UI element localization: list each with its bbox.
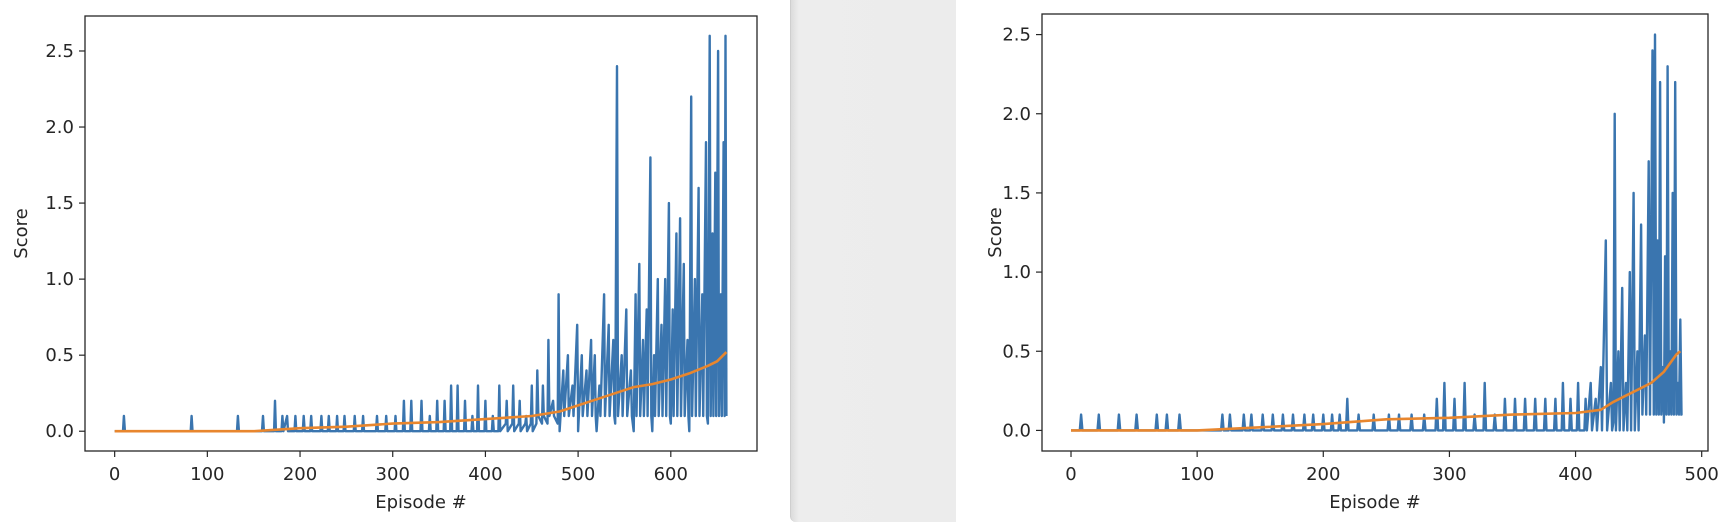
y-tick-label: 0.0 — [1002, 420, 1031, 441]
y-tick-label: 0.5 — [1002, 341, 1031, 362]
y-tick-label: 2.5 — [45, 41, 74, 62]
y-tick-label: 2.0 — [1002, 104, 1031, 125]
left-chart: 0 100 200 300 400 500 600 0.0 0.5 1.0 1.5 2.0 2.5 Epi… — [11, 15, 758, 513]
x-tick-label: 200 — [1306, 464, 1340, 485]
x-axis-label: Episode # — [1329, 492, 1421, 513]
x-axis-label: Episode # — [375, 492, 467, 513]
x-tick-label: 400 — [1558, 464, 1592, 485]
x-tick-label: 500 — [561, 464, 595, 485]
y-tick-label: 2.0 — [45, 117, 74, 138]
y-tick-label: 1.0 — [45, 269, 74, 290]
y-tick-label: 1.5 — [1002, 183, 1031, 204]
x-tick-label: 300 — [1432, 464, 1466, 485]
x-tick-label: 400 — [468, 464, 502, 485]
y-tick-label: 1.0 — [1002, 262, 1031, 283]
plot-frame — [84, 15, 758, 452]
score-line — [1071, 33, 1683, 432]
plot-frame — [1041, 13, 1709, 452]
score-line — [114, 34, 728, 433]
x-tick-label: 100 — [190, 464, 224, 485]
y-axis-label: Score — [11, 208, 32, 258]
average-line — [1071, 350, 1682, 432]
right-chart: 0 100 200 300 400 500 0.0 0.5 1.0 1.5 2.0 2.5 Episod… — [985, 13, 1719, 513]
panel-divider — [790, 0, 956, 522]
y-tick-label: 1.5 — [45, 193, 74, 214]
x-tick-label: 600 — [654, 464, 688, 485]
x-tick-label: 500 — [1685, 464, 1719, 485]
y-tick-label: 2.5 — [1002, 25, 1031, 46]
average-line — [114, 351, 728, 433]
y-tick-label: 0.0 — [45, 421, 74, 442]
y-axis-label: Score — [985, 207, 1006, 257]
x-tick-label: 300 — [376, 464, 410, 485]
y-tick-label: 0.5 — [45, 345, 74, 366]
x-tick-label: 0 — [1065, 464, 1076, 485]
x-tick-label: 100 — [1180, 464, 1214, 485]
x-tick-label: 0 — [109, 464, 120, 485]
x-tick-label: 200 — [283, 464, 317, 485]
